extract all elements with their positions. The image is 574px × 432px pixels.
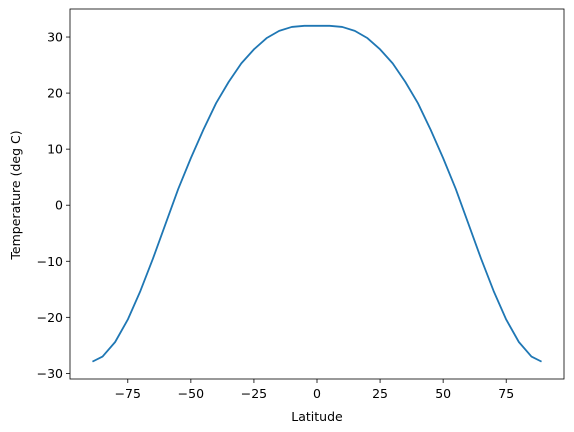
y-tick-label: 30 xyxy=(47,30,63,45)
x-tick-label: 0 xyxy=(313,386,321,401)
y-tick-label: 0 xyxy=(55,198,63,213)
axes-frame xyxy=(69,8,565,380)
y-tick-label: −10 xyxy=(37,254,63,269)
y-tick-label: 20 xyxy=(47,86,63,101)
y-tick-label: −30 xyxy=(37,366,63,381)
x-tick-label: 50 xyxy=(435,386,451,401)
y-tick-label: 10 xyxy=(47,142,63,157)
series-layer xyxy=(92,24,542,363)
x-tick-label: −50 xyxy=(178,386,204,401)
x-tick-label: 75 xyxy=(498,386,514,401)
x-axis-ticks: −75 −50 −25 0 25 50 75 xyxy=(115,379,514,401)
x-axis-label: Latitude xyxy=(291,409,343,424)
y-axis-label: Temperature (deg C) xyxy=(8,130,23,260)
y-axis-ticks: −30 −20 −10 0 10 20 30 xyxy=(37,30,70,381)
plot-area xyxy=(69,8,565,380)
series-line-0 xyxy=(92,24,542,363)
x-tick-label: 25 xyxy=(372,386,388,401)
y-tick-label: −20 xyxy=(37,310,63,325)
x-tick-label: −75 xyxy=(115,386,141,401)
x-tick-label: −25 xyxy=(241,386,267,401)
